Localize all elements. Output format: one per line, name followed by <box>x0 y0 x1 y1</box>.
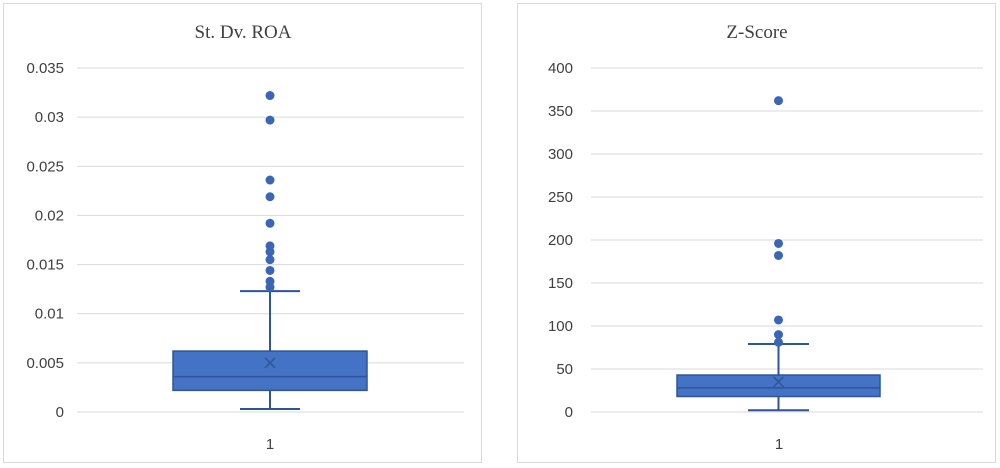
y-tick-label: 0 <box>565 404 573 421</box>
y-tick-label: 0.025 <box>26 158 64 175</box>
outlier-point <box>265 115 275 125</box>
y-tick-label: 0.01 <box>35 306 64 323</box>
y-tick-label: 400 <box>548 60 573 77</box>
outlier-point <box>265 175 275 185</box>
plot-area: 0 50 100 150 200 250 300 350 400 <box>548 60 983 421</box>
mean-marker-stroke <box>772 376 785 388</box>
chart-title: St. Dv. ROA <box>195 22 292 43</box>
outlier-point <box>774 330 783 340</box>
outlier-point <box>265 218 275 228</box>
y-tick-label: 100 <box>548 318 573 335</box>
y-tick-label: 150 <box>548 275 573 292</box>
chart-title: Z-Score <box>726 22 787 43</box>
x-tick-label: 1 <box>775 436 783 453</box>
iqr-box <box>676 374 881 398</box>
y-tick-label: 350 <box>548 103 573 120</box>
y-tick-label: 0.02 <box>35 207 64 224</box>
chart-svg: St. Dv. ROA 0 0.005 0.01 0.015 0.02 0.025 0.03… <box>26 22 464 453</box>
outlier-point <box>265 276 275 286</box>
y-tick-label: 0.005 <box>26 355 64 372</box>
mean-marker-stroke <box>264 357 276 369</box>
y-tick-label: 250 <box>548 189 573 206</box>
outlier-point <box>774 315 783 325</box>
outlier-point <box>265 255 275 265</box>
outlier-point <box>265 241 275 251</box>
y-tick-label: 0.035 <box>26 60 64 77</box>
iqr-box <box>172 350 368 392</box>
outlier-point <box>265 192 275 202</box>
outlier-point <box>774 238 783 248</box>
chart-svg: Z-Score 0 50 100 150 200 250 300 350 400 1 <box>548 22 983 453</box>
y-tick-label: 50 <box>556 361 573 378</box>
outlier-point <box>265 265 275 275</box>
outlier-point <box>774 250 783 260</box>
outlier-point <box>774 96 783 106</box>
mean-marker <box>772 376 785 388</box>
y-tick-label: 300 <box>548 146 573 163</box>
y-tick-label: 0.03 <box>35 109 64 126</box>
chart-panel-std-roa: St. Dv. ROA 0 0.005 0.01 0.015 0.02 0.025 0.03… <box>3 3 482 463</box>
mean-marker <box>264 357 276 369</box>
y-tick-label: 200 <box>548 232 573 249</box>
outlier-point <box>774 337 783 347</box>
y-tick-label: 0.015 <box>26 257 64 274</box>
x-tick-label: 1 <box>266 436 274 453</box>
chart-panel-z-score: Z-Score 0 50 100 150 200 250 300 350 400 1 <box>517 3 996 463</box>
y-tick-label: 0 <box>56 404 64 421</box>
plot-area: 0 0.005 0.01 0.015 0.02 0.025 0.03 0.035 <box>26 60 464 421</box>
outlier-point <box>265 91 275 101</box>
